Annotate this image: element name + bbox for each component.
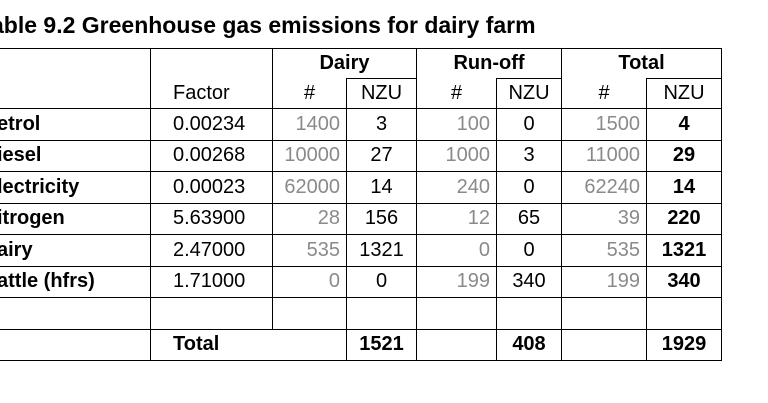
row-label: itrogen	[0, 202, 151, 235]
spacer-cell	[150, 297, 273, 330]
row-total-nzu: 340	[646, 265, 722, 298]
row-runoff-nzu: 0	[496, 171, 562, 204]
row-dairy-nzu: 0	[346, 265, 417, 298]
row-runoff-count: 240	[416, 171, 497, 204]
row-runoff-count: 0	[416, 234, 497, 267]
row-factor: 2.47000	[150, 234, 273, 267]
subheader-dairy-nzu: NZU	[346, 78, 417, 109]
row-total-nzu: 4	[646, 108, 722, 141]
spacer-cell	[416, 297, 497, 330]
group-header-total: Total	[561, 48, 722, 79]
row-factor: 0.00023	[150, 171, 273, 204]
row-label: lectricity	[0, 171, 151, 204]
row-dairy-count: 62000	[272, 171, 347, 204]
row-dairy-count: 1400	[272, 108, 347, 141]
row-total-count: 62240	[561, 171, 647, 204]
row-dairy-nzu: 3	[346, 108, 417, 141]
row-dairy-count: 28	[272, 202, 347, 235]
subheader-runoff-nzu: NZU	[496, 78, 562, 109]
table-row: itrogen 5.63900 28 156 12 65 39 220	[0, 202, 722, 235]
row-label: attle (hfrs)	[0, 265, 151, 298]
totals-runoff-nzu: 408	[496, 328, 562, 361]
totals-blank	[0, 328, 151, 361]
row-dairy-count: 10000	[272, 139, 347, 172]
row-total-count: 39	[561, 202, 647, 235]
spacer-cell	[0, 297, 151, 330]
table-row: airy 2.47000 535 1321 0 0 535 1321	[0, 234, 722, 267]
table-row: iesel 0.00268 10000 27 1000 3 11000 29	[0, 139, 722, 172]
emissions-table: Dairy Run-off Total Factor # NZU # NZU #…	[0, 48, 722, 361]
totals-blank	[561, 328, 647, 361]
row-dairy-count: 535	[272, 234, 347, 267]
header-blank-factor	[150, 48, 273, 79]
group-header-row: Dairy Run-off Total	[0, 48, 722, 79]
subheader-dairy-count: #	[272, 78, 347, 109]
row-runoff-nzu: 0	[496, 234, 562, 267]
row-runoff-count: 100	[416, 108, 497, 141]
row-runoff-nzu: 3	[496, 139, 562, 172]
row-label: iesel	[0, 139, 151, 172]
row-total-count: 11000	[561, 139, 647, 172]
row-dairy-nzu: 156	[346, 202, 417, 235]
spacer-cell	[646, 297, 722, 330]
row-label: airy	[0, 234, 151, 267]
row-runoff-nzu: 0	[496, 108, 562, 141]
table-row: attle (hfrs) 1.71000 0 0 199 340 199 340	[0, 265, 722, 298]
spacer-row	[0, 297, 722, 330]
row-runoff-nzu: 340	[496, 265, 562, 298]
spacer-cell	[496, 297, 562, 330]
table-row: etrol 0.00234 1400 3 100 0 1500 4	[0, 108, 722, 141]
row-runoff-count: 1000	[416, 139, 497, 172]
group-header-runoff: Run-off	[416, 48, 562, 79]
row-total-count: 1500	[561, 108, 647, 141]
row-label: etrol	[0, 108, 151, 141]
header-blank-label	[0, 48, 151, 79]
row-total-nzu: 14	[646, 171, 722, 204]
subheader-runoff-count: #	[416, 78, 497, 109]
totals-row: Total 1521 408 1929	[0, 328, 722, 361]
table-row: lectricity 0.00023 62000 14 240 0 62240 …	[0, 171, 722, 204]
row-runoff-count: 12	[416, 202, 497, 235]
row-dairy-nzu: 27	[346, 139, 417, 172]
row-total-nzu: 29	[646, 139, 722, 172]
spacer-cell	[272, 297, 347, 330]
table-caption-text: able 9.2 Greenhouse gas emissions for da…	[0, 12, 536, 38]
row-total-count: 535	[561, 234, 647, 267]
row-factor: 5.63900	[150, 202, 273, 235]
subheader-total-nzu: NZU	[646, 78, 722, 109]
row-total-nzu: 1321	[646, 234, 722, 267]
totals-label: Total	[150, 328, 273, 361]
totals-blank	[272, 328, 347, 361]
row-factor: 0.00268	[150, 139, 273, 172]
subheader-total-count: #	[561, 78, 647, 109]
subheader-blank-label	[0, 78, 151, 109]
group-header-dairy: Dairy	[272, 48, 417, 79]
row-factor: 1.71000	[150, 265, 273, 298]
row-runoff-count: 199	[416, 265, 497, 298]
row-total-nzu: 220	[646, 202, 722, 235]
row-factor: 0.00234	[150, 108, 273, 141]
row-dairy-nzu: 1321	[346, 234, 417, 267]
subheader-factor: Factor	[150, 78, 273, 109]
spacer-cell	[561, 297, 647, 330]
row-dairy-count: 0	[272, 265, 347, 298]
totals-dairy-nzu: 1521	[346, 328, 417, 361]
row-total-count: 199	[561, 265, 647, 298]
sub-header-row: Factor # NZU # NZU # NZU	[0, 78, 722, 109]
totals-total-nzu: 1929	[646, 328, 722, 361]
totals-blank	[416, 328, 497, 361]
row-runoff-nzu: 65	[496, 202, 562, 235]
row-dairy-nzu: 14	[346, 171, 417, 204]
spacer-cell	[346, 297, 417, 330]
